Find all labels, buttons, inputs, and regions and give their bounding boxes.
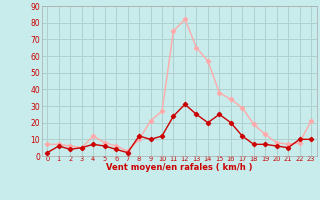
X-axis label: Vent moyen/en rafales ( km/h ): Vent moyen/en rafales ( km/h ) bbox=[106, 163, 252, 172]
